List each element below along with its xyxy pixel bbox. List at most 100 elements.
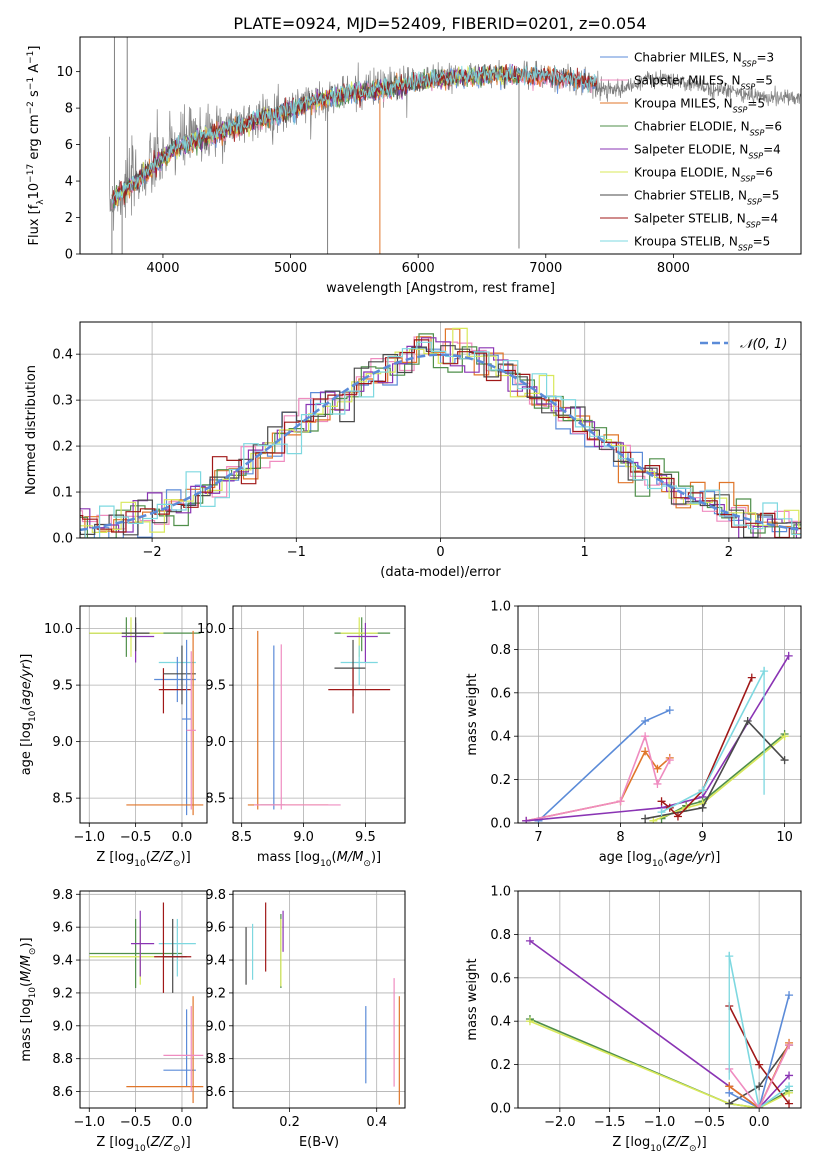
- errorbar-point: [247, 630, 329, 810]
- weight-marker: [649, 816, 658, 823]
- y-tick-label: 8.5: [52, 792, 73, 807]
- weight-marker: [725, 1082, 734, 1091]
- weight-marker: [616, 797, 625, 806]
- x-tick-label: 0: [436, 545, 444, 560]
- x-axis-label: age [log10(age/yr)]: [599, 850, 721, 869]
- weight-marker: [780, 756, 789, 765]
- y-axis-label-part: λ: [36, 199, 46, 205]
- y-axis-label-part: s: [27, 90, 42, 101]
- residual-legend: 𝒩(0, 1): [700, 337, 787, 352]
- y-tick-label: 8.8: [52, 1052, 73, 1067]
- histogram-series: [80, 341, 801, 538]
- weight-marker: [525, 1017, 534, 1026]
- errorbar-point: [158, 918, 196, 977]
- y-axis-label-part: )]: [19, 937, 34, 947]
- x-axis-label-part: age/yr: [668, 850, 711, 865]
- x-tick-label: 2: [725, 545, 733, 560]
- legend-suffix: =6: [764, 120, 782, 134]
- y-tick-label: 9.6: [52, 921, 73, 936]
- weight-marker: [641, 814, 650, 823]
- x-axis-label-part: (: [663, 850, 668, 865]
- x-tick-label: 0.4: [366, 1115, 387, 1130]
- y-axis-label-part: erg cm: [27, 114, 42, 163]
- age_vs_mass-axes: 8.5 9.0 9.5 8.5 9.0 9.5 10.0 mass [log10(M/M⊙)]: [197, 606, 405, 869]
- age_vs_mass-frame: [232, 605, 406, 824]
- legend-entry: Chabrier STELIB, NSSP=5: [634, 189, 779, 207]
- y-tick-label: 0.3: [52, 394, 73, 409]
- legend-suffix: =5: [747, 97, 765, 111]
- errorbar-point: [130, 910, 155, 977]
- weight-marker: [784, 651, 793, 660]
- legend-suffix: =3: [756, 51, 774, 65]
- legend-subscript: SSP: [733, 105, 748, 114]
- histogram-series: [80, 337, 801, 538]
- legend-entry: Kroupa ELODIE, NSSP=6: [634, 166, 773, 184]
- y-axis-label-part: −1: [26, 51, 36, 64]
- x-tick-label: 1: [581, 545, 589, 560]
- x-axis-label-part: )]: [181, 1135, 191, 1150]
- legend-suffix: =6: [755, 166, 773, 180]
- errorbar-point: [121, 617, 150, 652]
- x-axis-label-part: ⊙: [363, 859, 371, 869]
- y-axis-label-part: ]: [27, 46, 42, 51]
- y-axis-label-part: age [log: [19, 722, 34, 775]
- x-axis-label: wavelength [Angstrom, rest frame]: [326, 281, 555, 296]
- x-tick-label: 7: [534, 830, 542, 845]
- x-axis-label-part: 10: [320, 859, 332, 869]
- y-tick-label: 10.0: [44, 622, 73, 637]
- weight-marker: [653, 764, 662, 773]
- errorbar-point: [181, 639, 192, 816]
- legend-text: Chabrier ELODIE, N: [634, 120, 750, 134]
- figure-title: PLATE=0924, MJD=52409, FIBERID=0201, z=0…: [233, 14, 646, 33]
- weight-marker: [755, 1082, 764, 1091]
- weight-marker: [657, 797, 666, 806]
- weight-line: [728, 1044, 790, 1108]
- normal-curve: [80, 353, 801, 532]
- model-spectrum-line: [111, 63, 598, 206]
- errorbar-point: [163, 1009, 196, 1087]
- x-axis-label-part: (: [662, 1135, 667, 1150]
- y-axis-label: Normed distribution: [24, 365, 39, 495]
- y-tick-label: 9.4: [52, 954, 73, 969]
- residuals-frame: [79, 321, 802, 539]
- age_vs_mass-points: [247, 617, 391, 810]
- weight-line: [526, 733, 671, 822]
- errorbar-point: [163, 1006, 204, 1092]
- x-axis-label-part: ⊙: [173, 1144, 181, 1154]
- y-tick-label: 0: [65, 248, 73, 263]
- weight-marker: [525, 936, 534, 945]
- legend-suffix: =4: [763, 143, 781, 157]
- legend-text: Kroupa ELODIE, N: [634, 166, 741, 180]
- x-axis-label-part: Z [log: [612, 1135, 650, 1150]
- legend-entry: Chabrier ELODIE, NSSP=6: [634, 120, 782, 138]
- legend-text: Chabrier MILES, N: [634, 51, 742, 65]
- x-tick-label: 6000: [402, 261, 435, 276]
- mass_vs_ebv-points: [245, 902, 400, 1105]
- errorbar-point: [254, 644, 341, 810]
- weight-marker: [665, 756, 674, 765]
- weight-marker: [522, 816, 531, 823]
- age_vs_Z-points: [89, 617, 204, 816]
- errorbar-point: [334, 617, 391, 652]
- y-axis-label-part: −2: [26, 101, 36, 114]
- y-tick-label: 8: [65, 102, 73, 117]
- y-axis-label-part: −1: [26, 77, 36, 90]
- x-tick-label: −0.5: [120, 1115, 152, 1130]
- x-axis-label: E(B-V): [299, 1135, 339, 1150]
- x-axis-label: Z [log10(Z/Z⊙)]: [612, 1135, 706, 1154]
- y-axis-label: mass [log10(M/M⊙)]: [19, 937, 38, 1061]
- y-tick-label: 9.5: [205, 679, 226, 694]
- mass_vs_Z-frame: [79, 890, 208, 1109]
- x-axis-label-part: 10: [650, 1144, 662, 1154]
- errorbar-point: [334, 639, 366, 697]
- legend-subscript: SSP: [742, 59, 757, 68]
- y-tick-label: 10.0: [197, 622, 226, 637]
- x-tick-label: 9.5: [355, 830, 376, 845]
- histogram-series: [80, 327, 801, 533]
- x-axis-label-part: ⊙: [173, 859, 181, 869]
- y-tick-label: 9.6: [205, 921, 226, 936]
- y-tick-label: 0.2: [52, 440, 73, 455]
